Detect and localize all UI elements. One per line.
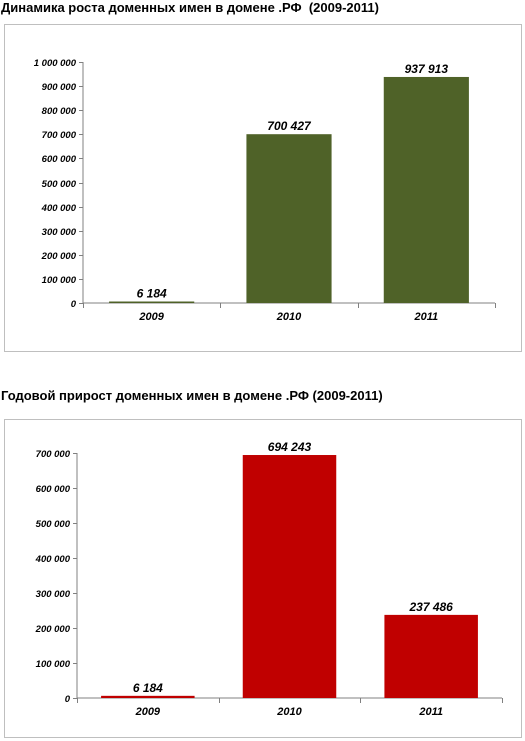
chart1-y-tick-label: 600 000 <box>42 154 77 165</box>
chart2-category-label-2009: 2009 <box>135 706 161 718</box>
chart1-title: Динамика роста доменных имен в домене .Р… <box>1 0 379 15</box>
chart1-bar-2009 <box>109 301 195 303</box>
chart2-category-label-2010: 2010 <box>276 706 302 718</box>
chart2-title: Годовой прирост доменных имен в домене .… <box>1 388 383 403</box>
chart2-category-label-2011: 2011 <box>418 706 443 718</box>
chart2-y-tick-label: 100 000 <box>36 659 71 670</box>
chart1-data-label-2011: 937 913 <box>405 62 449 76</box>
chart2-y-tick-label: 400 000 <box>35 554 71 565</box>
chart1-bar-2011 <box>383 76 469 303</box>
chart1-category-label-2011: 2011 <box>414 311 439 323</box>
chart2-bar-2009 <box>101 695 195 698</box>
chart1-y-tick-label: 200 000 <box>41 251 77 262</box>
chart1-svg: 0 100 000 200 000 300 000 400 000 500 000 600 … <box>34 58 496 323</box>
chart2-y-tick-label: 0 <box>65 694 71 705</box>
chart1-data-label-2010: 700 427 <box>267 119 312 133</box>
chart2-bar-2011 <box>384 614 478 698</box>
chart1-y-tick-label: 1 000 000 <box>34 58 77 69</box>
chart2-y-tick-label: 300 000 <box>36 589 71 600</box>
chart1-category-label-2010: 2010 <box>276 311 302 323</box>
chart2-data-label-2009: 6 184 <box>133 681 163 695</box>
chart2-data-label-2010: 694 243 <box>268 440 312 454</box>
chart1-y-tick-label: 400 000 <box>41 203 77 214</box>
chart1-bar-2010 <box>246 134 332 303</box>
chart2-y-tick-label: 200 000 <box>35 624 71 635</box>
chart2-bar-2010 <box>242 455 337 698</box>
chart2-data-label-2011: 237 486 <box>408 600 453 614</box>
chart2-y-tick-label: 600 000 <box>36 484 71 495</box>
chart1-container: 0 100 000 200 000 300 000 400 000 500 000 600 … <box>4 24 522 352</box>
chart1-data-label-2009: 6 184 <box>137 287 167 301</box>
chart2-y-tick-label: 700 000 <box>36 449 71 460</box>
chart1-y-tick-label: 100 000 <box>42 275 77 286</box>
chart1-y-tick-label: 800 000 <box>42 106 77 117</box>
chart1-y-tick-label: 500 000 <box>42 179 77 190</box>
chart1-y-tick-label: 0 <box>71 299 77 310</box>
chart2-y-tick-label: 500 000 <box>36 519 71 530</box>
chart1-y-tick-label: 300 000 <box>42 227 77 238</box>
chart2-svg: 0 100 000 200 000 300 000 400 000 500 000 600 … <box>35 440 503 718</box>
chart2-container: 0 100 000 200 000 300 000 400 000 500 000 600 … <box>4 419 522 738</box>
chart1-y-tick-label: 700 000 <box>42 130 77 141</box>
chart1-category-label-2009: 2009 <box>138 311 164 323</box>
chart1-y-tick-label: 900 000 <box>42 82 77 93</box>
